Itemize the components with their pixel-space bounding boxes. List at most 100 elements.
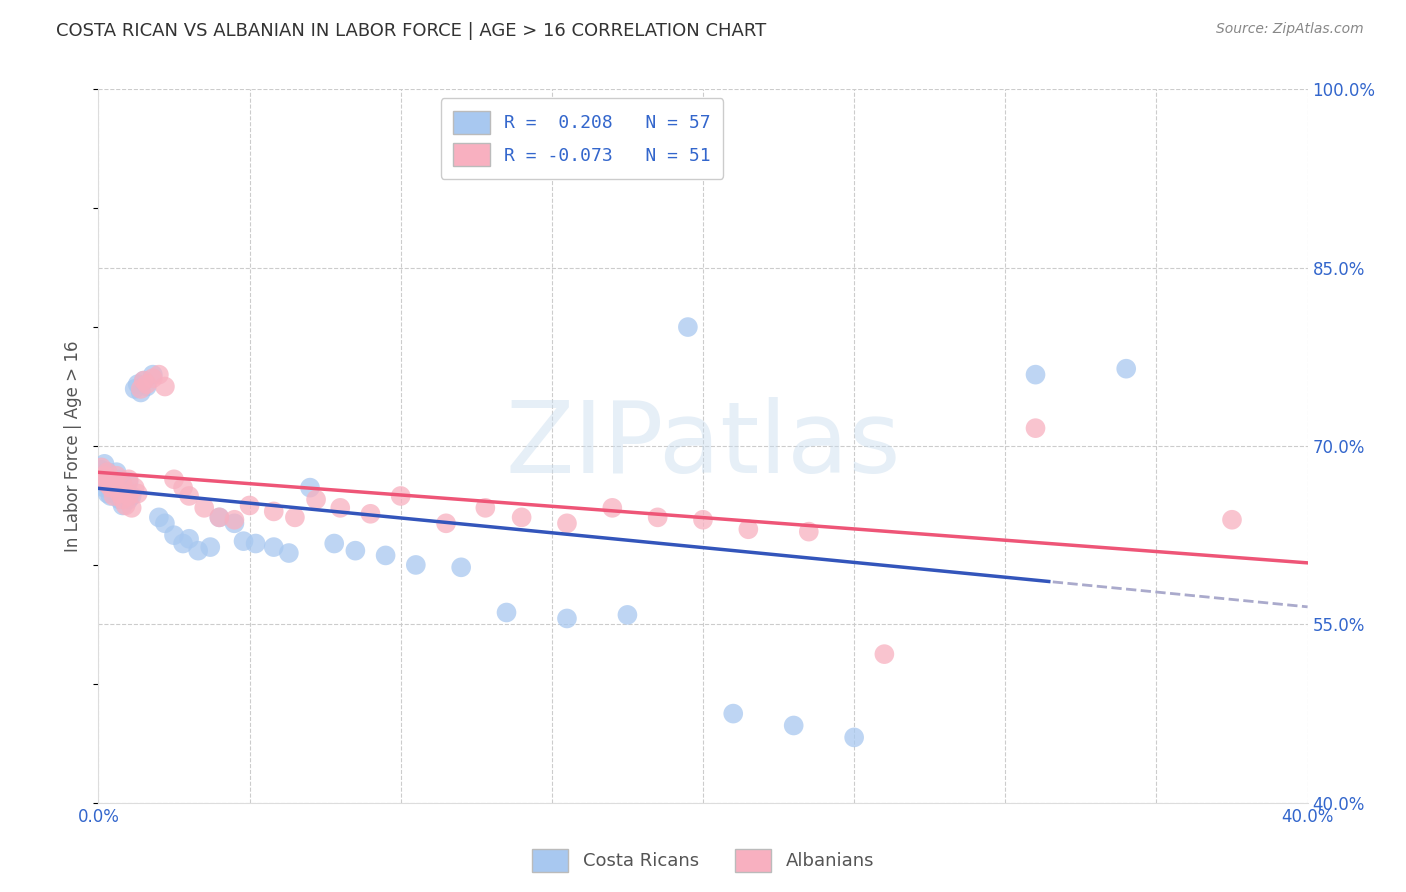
Point — [108, 492, 131, 507]
Point — [129, 382, 152, 396]
Point — [224, 516, 246, 531]
Point — [783, 718, 806, 732]
Point — [277, 546, 299, 560]
Point — [148, 510, 170, 524]
Point — [163, 528, 186, 542]
Point — [132, 374, 155, 388]
Point — [602, 500, 624, 515]
Point — [474, 500, 496, 515]
Point — [135, 377, 157, 392]
Point — [108, 472, 131, 486]
Point — [208, 510, 231, 524]
Point — [200, 540, 222, 554]
Point — [118, 492, 141, 507]
Point — [105, 486, 128, 500]
Point — [450, 560, 472, 574]
Point — [96, 465, 118, 479]
Point — [96, 472, 118, 486]
Point — [263, 504, 285, 518]
Point — [127, 377, 149, 392]
Point — [873, 647, 896, 661]
Point — [103, 474, 125, 488]
Point — [323, 536, 346, 550]
Point — [360, 507, 382, 521]
Point — [389, 489, 412, 503]
Point — [187, 543, 209, 558]
Point — [132, 374, 155, 388]
Point — [103, 475, 125, 489]
Point — [434, 516, 457, 531]
Point — [90, 463, 112, 477]
Point — [1024, 368, 1046, 382]
Point — [118, 475, 141, 489]
Point — [142, 368, 165, 382]
Point — [329, 500, 352, 515]
Point — [103, 489, 125, 503]
Point — [96, 477, 118, 491]
Point — [1220, 513, 1243, 527]
Point — [179, 489, 201, 503]
Point — [263, 540, 285, 554]
Point — [299, 481, 322, 495]
Point — [124, 382, 146, 396]
Point — [692, 513, 714, 527]
Point — [232, 534, 254, 549]
Point — [844, 731, 866, 745]
Point — [118, 472, 141, 486]
Point — [93, 457, 115, 471]
Point — [616, 607, 638, 622]
Point — [127, 486, 149, 500]
Point — [105, 468, 128, 483]
Point — [172, 481, 194, 495]
Point — [305, 492, 328, 507]
Point — [1115, 361, 1137, 376]
Point — [93, 468, 115, 483]
Point — [105, 465, 128, 479]
Point — [495, 606, 517, 620]
Point — [118, 489, 141, 503]
Point — [93, 481, 115, 495]
Point — [103, 481, 125, 495]
Text: ZIPatlas: ZIPatlas — [505, 398, 901, 494]
Text: COSTA RICAN VS ALBANIAN IN LABOR FORCE | AGE > 16 CORRELATION CHART: COSTA RICAN VS ALBANIAN IN LABOR FORCE |… — [56, 22, 766, 40]
Point — [179, 532, 201, 546]
Text: Source: ZipAtlas.com: Source: ZipAtlas.com — [1216, 22, 1364, 37]
Point — [737, 522, 759, 536]
Point — [111, 477, 134, 491]
Point — [797, 524, 820, 539]
Point — [100, 489, 122, 503]
Y-axis label: In Labor Force | Age > 16: In Labor Force | Age > 16 — [65, 340, 83, 552]
Point — [90, 460, 112, 475]
Point — [90, 468, 112, 483]
Point — [172, 536, 194, 550]
Point — [105, 481, 128, 495]
Point — [96, 465, 118, 479]
Point — [121, 500, 143, 515]
Point — [100, 481, 122, 495]
Point — [129, 385, 152, 400]
Point — [284, 510, 307, 524]
Point — [344, 543, 367, 558]
Point — [245, 536, 267, 550]
Point — [153, 379, 176, 393]
Point — [163, 472, 186, 486]
Legend: Costa Ricans, Albanians: Costa Ricans, Albanians — [524, 842, 882, 880]
Point — [405, 558, 427, 572]
Point — [121, 489, 143, 503]
Point — [723, 706, 745, 721]
Point — [555, 516, 578, 531]
Point — [111, 492, 134, 507]
Point — [100, 477, 122, 491]
Point — [111, 477, 134, 491]
Point — [208, 510, 231, 524]
Point — [153, 516, 176, 531]
Point — [224, 513, 246, 527]
Point — [135, 379, 157, 393]
Point — [93, 475, 115, 489]
Point — [111, 499, 134, 513]
Point — [124, 481, 146, 495]
Point — [193, 500, 215, 515]
Point — [1024, 421, 1046, 435]
Point — [374, 549, 396, 563]
Point — [555, 611, 578, 625]
